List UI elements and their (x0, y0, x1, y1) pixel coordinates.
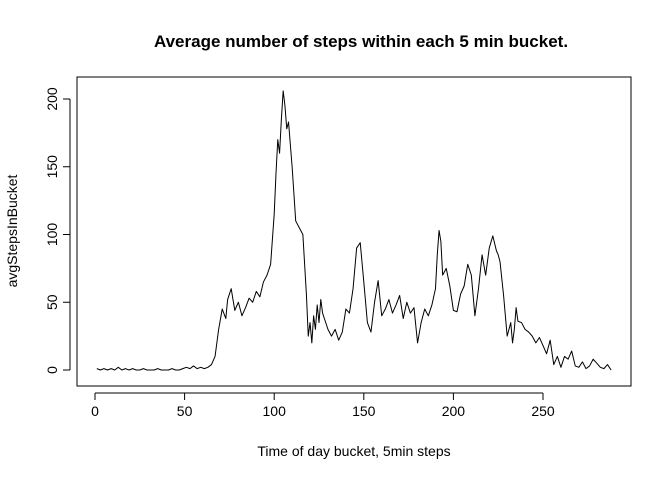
y-tick-label: 50 (44, 294, 60, 310)
x-tick-label: 100 (263, 403, 287, 419)
y-axis: 0 50 100 150 200 (44, 87, 71, 374)
x-axis-label: Time of day bucket, 5min steps (257, 443, 450, 459)
y-tick-label: 100 (44, 223, 60, 247)
series-layer (96, 90, 612, 371)
x-tick-label: 250 (531, 403, 555, 419)
x-tick-label: 0 (91, 403, 99, 419)
y-tick-label: 150 (44, 155, 60, 179)
chart-title: Average number of steps within each 5 mi… (154, 32, 568, 51)
plot-frame (76, 76, 632, 387)
x-tick-label: 150 (352, 403, 376, 419)
y-axis-label: avgStepsInBucket (4, 174, 20, 287)
x-tick-label: 50 (177, 403, 193, 419)
x-tick-label: 200 (442, 403, 466, 419)
series-line (96, 90, 612, 371)
y-tick-label: 0 (44, 366, 60, 374)
y-tick-label: 200 (44, 87, 60, 111)
x-axis: 0 50 100 150 200 250 (91, 392, 555, 419)
